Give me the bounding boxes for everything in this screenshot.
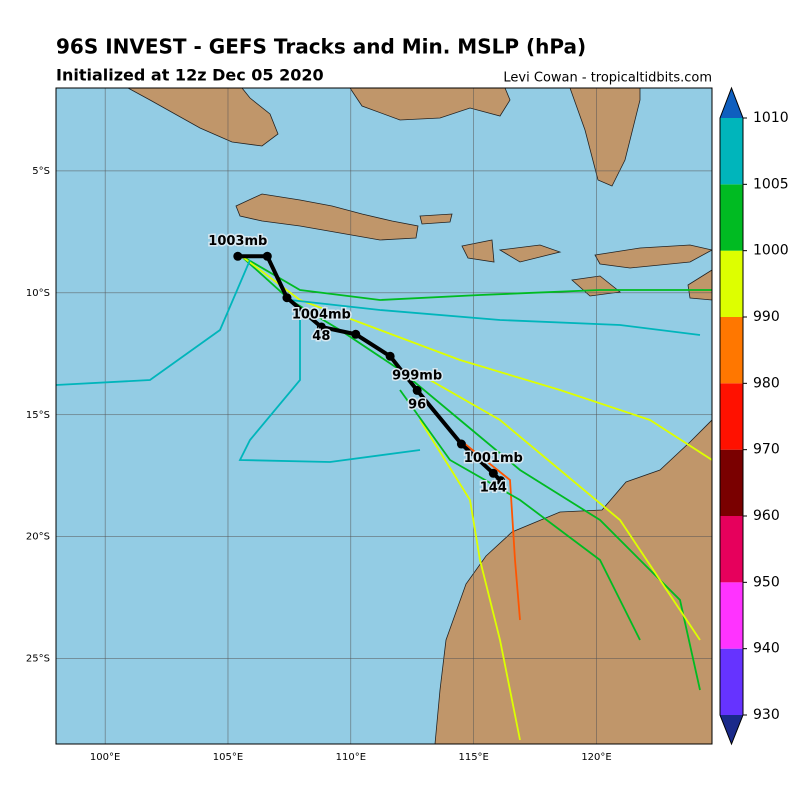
- map-frame: [55, 87, 713, 745]
- title: 96S INVEST - GEFS Tracks and Min. MSLP (…: [56, 35, 586, 59]
- track-label: 1001mb: [464, 451, 523, 466]
- x-tick-label: 100°E: [90, 752, 120, 763]
- mean-track: [237, 254, 503, 483]
- mean-track-point: [351, 329, 361, 339]
- mean-track-point: [456, 439, 466, 449]
- colorbar-label: 950: [753, 574, 780, 590]
- colorbar-label: 1005: [753, 176, 789, 192]
- colorbar-band: [720, 648, 743, 715]
- colorbar-band: [720, 582, 743, 649]
- colorbar-label: 1000: [753, 243, 789, 259]
- colorbar-label: 970: [753, 442, 780, 458]
- track-label: 144: [480, 480, 507, 495]
- colorbar-band: [720, 250, 743, 317]
- mean-track-point: [233, 251, 243, 261]
- colorbar-band: [720, 184, 743, 251]
- colorbar-band: [720, 383, 743, 450]
- x-tick-label: 115°E: [458, 752, 488, 763]
- y-tick-label: 25°S: [26, 654, 50, 665]
- y-tick-label: 10°S: [26, 288, 50, 299]
- y-tick-label: 5°S: [32, 166, 50, 177]
- colorbar-label: 940: [753, 641, 780, 657]
- x-tick-label: 110°E: [336, 752, 366, 763]
- mean-track-point: [412, 385, 422, 395]
- colorbar-band: [720, 449, 743, 516]
- track-label: 96: [408, 398, 426, 413]
- subtitle: Initialized at 12z Dec 05 2020: [56, 66, 324, 85]
- track-label: 48: [312, 329, 330, 344]
- x-tick-label: 105°E: [213, 752, 243, 763]
- credit: Levi Cowan - tropicaltidbits.com: [503, 71, 712, 86]
- track-label: 1003mb: [208, 234, 267, 249]
- mean-track-point: [385, 351, 395, 361]
- colorbar-label: 990: [753, 309, 780, 325]
- member-tracks: [56, 254, 712, 741]
- y-tick-label: 15°S: [26, 410, 50, 421]
- colorbar-label: 960: [753, 508, 780, 524]
- x-tick-label: 120°E: [581, 752, 611, 763]
- mean-track-point: [282, 293, 292, 303]
- colorbar-band: [720, 118, 743, 185]
- mean-track-point: [488, 468, 498, 478]
- colorbar-under: [720, 715, 743, 744]
- colorbar-label: 930: [753, 707, 780, 723]
- mean-track-point: [316, 322, 326, 332]
- mean-track-point: [496, 476, 506, 486]
- colorbar-band: [720, 317, 743, 384]
- colorbar-band: [720, 516, 743, 583]
- colorbar-label: 1010: [753, 110, 789, 126]
- track-label: 999mb: [392, 368, 442, 383]
- mean-track-point: [262, 251, 272, 261]
- colorbar-over: [720, 88, 743, 118]
- y-tick-label: 20°S: [26, 532, 50, 543]
- colorbar-label: 980: [753, 375, 780, 391]
- track-label: 1004mb: [292, 307, 351, 322]
